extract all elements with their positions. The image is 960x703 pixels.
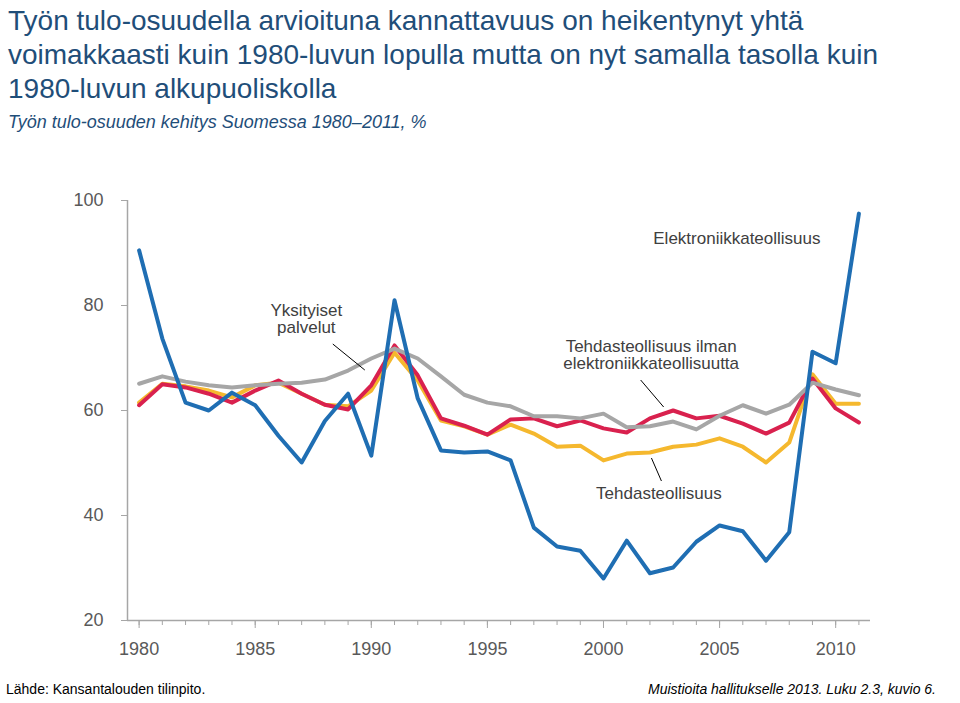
- html-text:Muistioita hallitukselle 2013.: Muistioita hallitukselle 2013. Luku 2.3,…: [648, 681, 936, 697]
- svg-text:Tehdasteollisuus: Tehdasteollisuus: [596, 484, 722, 503]
- svg-text:100: 100: [73, 190, 103, 210]
- svg-text:20: 20: [83, 610, 103, 630]
- html-text:Työn tulo-osuudella arvioituna: Työn tulo-osuudella arvioituna kannattav…: [8, 5, 878, 104]
- svg-text:2010: 2010: [816, 639, 856, 659]
- svg-text:40: 40: [83, 505, 103, 525]
- svg-text:1980: 1980: [119, 639, 159, 659]
- svg-text:Tehdasteollisuus ilmanelektron: Tehdasteollisuus ilmanelektroniikkateoll…: [563, 337, 739, 373]
- svg-text:Yksityisetpalvelut: Yksityisetpalvelut: [270, 301, 342, 337]
- svg-text:1985: 1985: [235, 639, 275, 659]
- svg-text:1995: 1995: [467, 639, 507, 659]
- svg-text:2000: 2000: [583, 639, 623, 659]
- svg-text:60: 60: [83, 400, 103, 420]
- html-text:Lähde: Kansantalouden tilinpit: Lähde: Kansantalouden tilinpito.: [6, 681, 206, 697]
- html-text:Työn tulo-osuuden kehitys Suom: Työn tulo-osuuden kehitys Suomessa 1980–…: [8, 112, 427, 132]
- svg-text:Elektroniikkateollisuus: Elektroniikkateollisuus: [653, 229, 820, 248]
- svg-text:80: 80: [83, 295, 103, 315]
- svg-text:1990: 1990: [351, 639, 391, 659]
- svg-text:2005: 2005: [700, 639, 740, 659]
